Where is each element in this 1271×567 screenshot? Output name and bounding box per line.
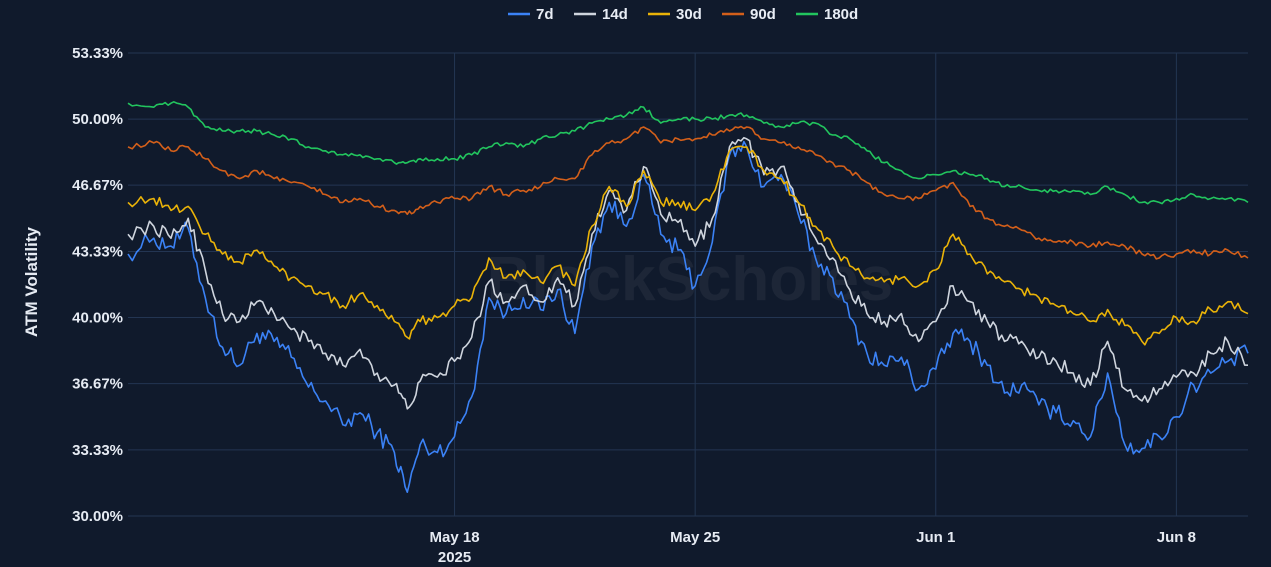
legend-label: 180d bbox=[824, 6, 858, 23]
legend-item-30d[interactable]: 30d bbox=[648, 6, 702, 23]
legend-label: 7d bbox=[536, 6, 554, 23]
x-tick-label: Jun 8 bbox=[1157, 529, 1196, 546]
legend-label: 30d bbox=[676, 6, 702, 23]
legend[interactable]: 7d 14d 30d 90d 180d bbox=[508, 6, 858, 23]
legend-item-7d[interactable]: 7d bbox=[508, 6, 554, 23]
series-line-14d bbox=[127, 136, 1249, 410]
y-axis-title: ATM Volatility bbox=[22, 227, 41, 337]
y-tick-label: 36.67% bbox=[72, 376, 123, 393]
y-tick-label: 43.33% bbox=[72, 243, 123, 260]
y-tick-label: 50.00% bbox=[72, 111, 123, 128]
x-tick-label: Jun 1 bbox=[916, 529, 955, 546]
series-line-30d bbox=[127, 145, 1249, 346]
x-axis: May 18 2025 May 25 Jun 1 Jun 8 bbox=[430, 529, 1196, 566]
x-tick-sublabel: 2025 bbox=[438, 549, 471, 566]
series-line-90d bbox=[127, 125, 1249, 260]
x-tick-label: May 25 bbox=[670, 529, 720, 546]
legend-item-180d[interactable]: 180d bbox=[796, 6, 858, 23]
y-tick-label: 53.33% bbox=[72, 45, 123, 62]
y-tick-label: 33.33% bbox=[72, 442, 123, 459]
x-tick-label: May 18 bbox=[430, 529, 480, 546]
legend-item-14d[interactable]: 14d bbox=[574, 6, 628, 23]
y-tick-label: 46.67% bbox=[72, 177, 123, 194]
series-lines bbox=[127, 101, 1249, 493]
y-tick-label: 30.00% bbox=[72, 508, 123, 525]
watermark: BlockScholes bbox=[487, 245, 894, 314]
grid-lines bbox=[128, 52, 1248, 517]
y-tick-label: 40.00% bbox=[72, 310, 123, 327]
legend-item-90d[interactable]: 90d bbox=[722, 6, 776, 23]
legend-label: 14d bbox=[602, 6, 628, 23]
y-axis: 30.00% 33.33% 36.67% 40.00% 43.33% 46.67% 50.0… bbox=[72, 45, 123, 525]
series-line-7d bbox=[127, 140, 1249, 493]
series-line-180d bbox=[127, 101, 1249, 205]
legend-label: 90d bbox=[750, 6, 776, 23]
